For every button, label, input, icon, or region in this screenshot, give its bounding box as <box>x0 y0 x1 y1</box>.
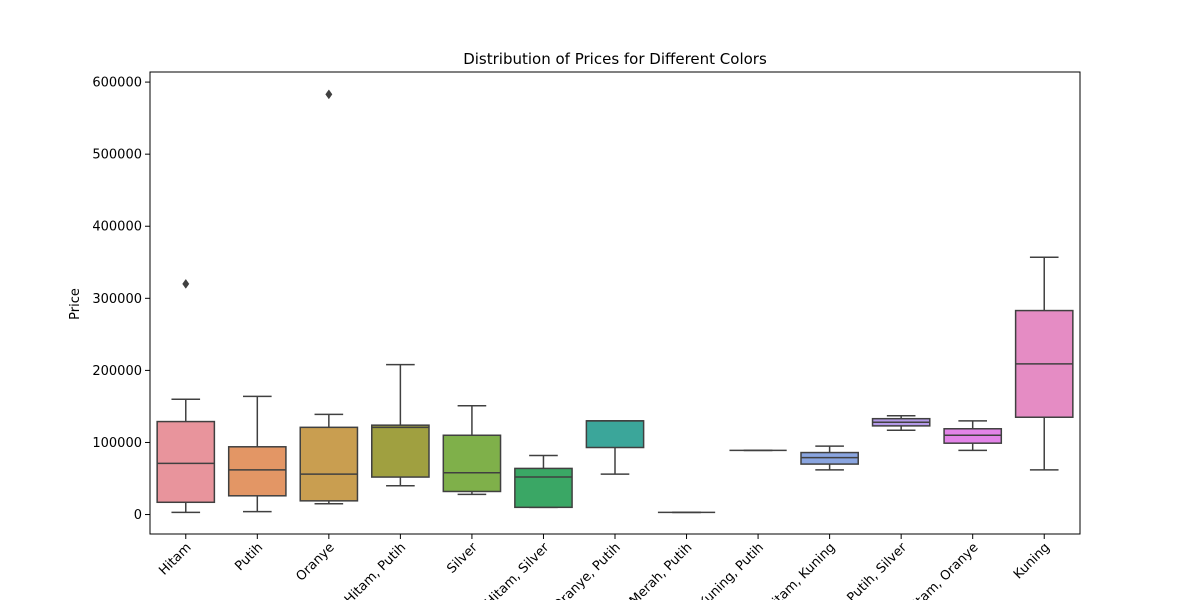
y-tick-label: 400000 <box>92 220 142 235</box>
plot-area <box>156 89 1074 514</box>
y-tick-label: 500000 <box>92 148 142 163</box>
box-iqr <box>442 434 502 493</box>
box-oranye-putih <box>585 420 645 475</box>
x-tick-label: Oranye, Putih <box>551 540 624 600</box>
x-tick-label: Silver <box>444 540 481 577</box>
outlier-point <box>325 89 333 100</box>
y-tick-label: 0 <box>134 508 142 523</box>
x-tick-label: Hitam, Silver <box>482 540 552 600</box>
x-tick-label: Putih, Silver <box>845 540 911 600</box>
box-iqr <box>156 420 216 504</box>
y-tick-label: 200000 <box>92 364 142 379</box>
x-tick-label: Merah, Putih <box>627 540 695 600</box>
y-axis-label: Price <box>68 288 83 320</box>
x-tick-label: Hitam, Putih <box>342 540 409 600</box>
y-tick-label: 600000 <box>92 76 142 91</box>
box-putih-silver <box>871 415 931 431</box>
box-silver <box>442 404 502 496</box>
box-hitam <box>156 278 216 514</box>
x-tick-label: Hitam, Kuning <box>763 540 839 600</box>
y-axis: 0 100000 200000 300000 400000 500000 600000 <box>92 76 150 523</box>
box-iqr <box>514 467 573 509</box>
x-tick-label: Kuning <box>1011 540 1053 582</box>
box-kuning <box>1014 256 1074 471</box>
box-iqr <box>585 420 645 449</box>
x-axis: Hitam Putih Oranye Hitam, Putih Silver Hitam,… <box>156 534 1053 600</box>
box-iqr <box>227 446 287 497</box>
box-iqr <box>371 424 430 478</box>
box-hitam-kuning <box>800 445 859 471</box>
box-putih <box>227 395 287 513</box>
y-tick-label: 100000 <box>92 436 142 451</box>
y-tick-label: 300000 <box>92 292 142 307</box>
box-iqr <box>299 426 359 502</box>
x-tick-label: Hitam, Oranye <box>904 540 982 600</box>
plot-frame <box>149 71 1081 535</box>
x-tick-label: Hitam <box>156 540 194 578</box>
box-hitam-oranye <box>943 420 1003 452</box>
outlier-point <box>182 278 190 289</box>
box-hitam-putih <box>371 363 430 487</box>
x-tick-label: Oranye <box>293 540 337 584</box>
x-tick-label: Putih <box>232 540 266 574</box>
x-tick-label: Kuning, Putih <box>696 540 767 600</box>
box-hitam-silver <box>514 454 573 509</box>
chart-title: Distribution of Prices for Different Col… <box>463 50 767 68</box>
box-oranye <box>299 89 359 505</box>
